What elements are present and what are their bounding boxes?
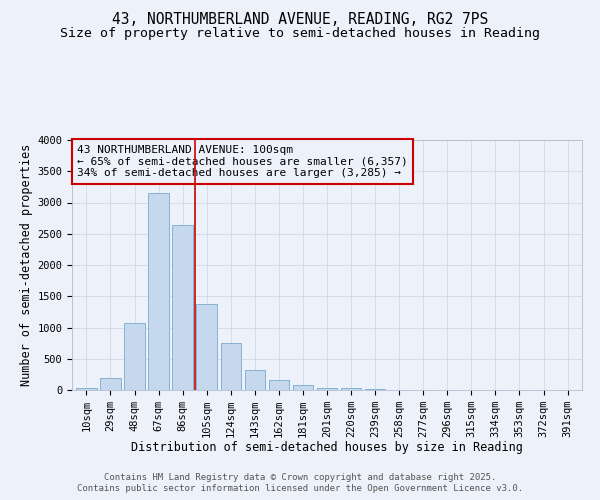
Bar bbox=[365, 389, 385, 390]
Bar bbox=[172, 225, 193, 390]
Bar bbox=[341, 388, 361, 390]
Bar bbox=[196, 304, 217, 390]
Bar bbox=[293, 386, 313, 390]
Text: Contains public sector information licensed under the Open Government Licence v3: Contains public sector information licen… bbox=[77, 484, 523, 493]
Bar bbox=[124, 322, 145, 390]
Bar bbox=[76, 388, 97, 390]
Bar bbox=[269, 380, 289, 390]
Text: Size of property relative to semi-detached houses in Reading: Size of property relative to semi-detach… bbox=[60, 28, 540, 40]
Y-axis label: Number of semi-detached properties: Number of semi-detached properties bbox=[20, 144, 33, 386]
Bar bbox=[245, 370, 265, 390]
Bar bbox=[100, 378, 121, 390]
X-axis label: Distribution of semi-detached houses by size in Reading: Distribution of semi-detached houses by … bbox=[131, 442, 523, 454]
Bar bbox=[317, 388, 337, 390]
Text: 43 NORTHUMBERLAND AVENUE: 100sqm
← 65% of semi-detached houses are smaller (6,35: 43 NORTHUMBERLAND AVENUE: 100sqm ← 65% o… bbox=[77, 145, 408, 178]
Text: 43, NORTHUMBERLAND AVENUE, READING, RG2 7PS: 43, NORTHUMBERLAND AVENUE, READING, RG2 … bbox=[112, 12, 488, 28]
Bar bbox=[148, 193, 169, 390]
Text: Contains HM Land Registry data © Crown copyright and database right 2025.: Contains HM Land Registry data © Crown c… bbox=[104, 472, 496, 482]
Bar bbox=[221, 344, 241, 390]
